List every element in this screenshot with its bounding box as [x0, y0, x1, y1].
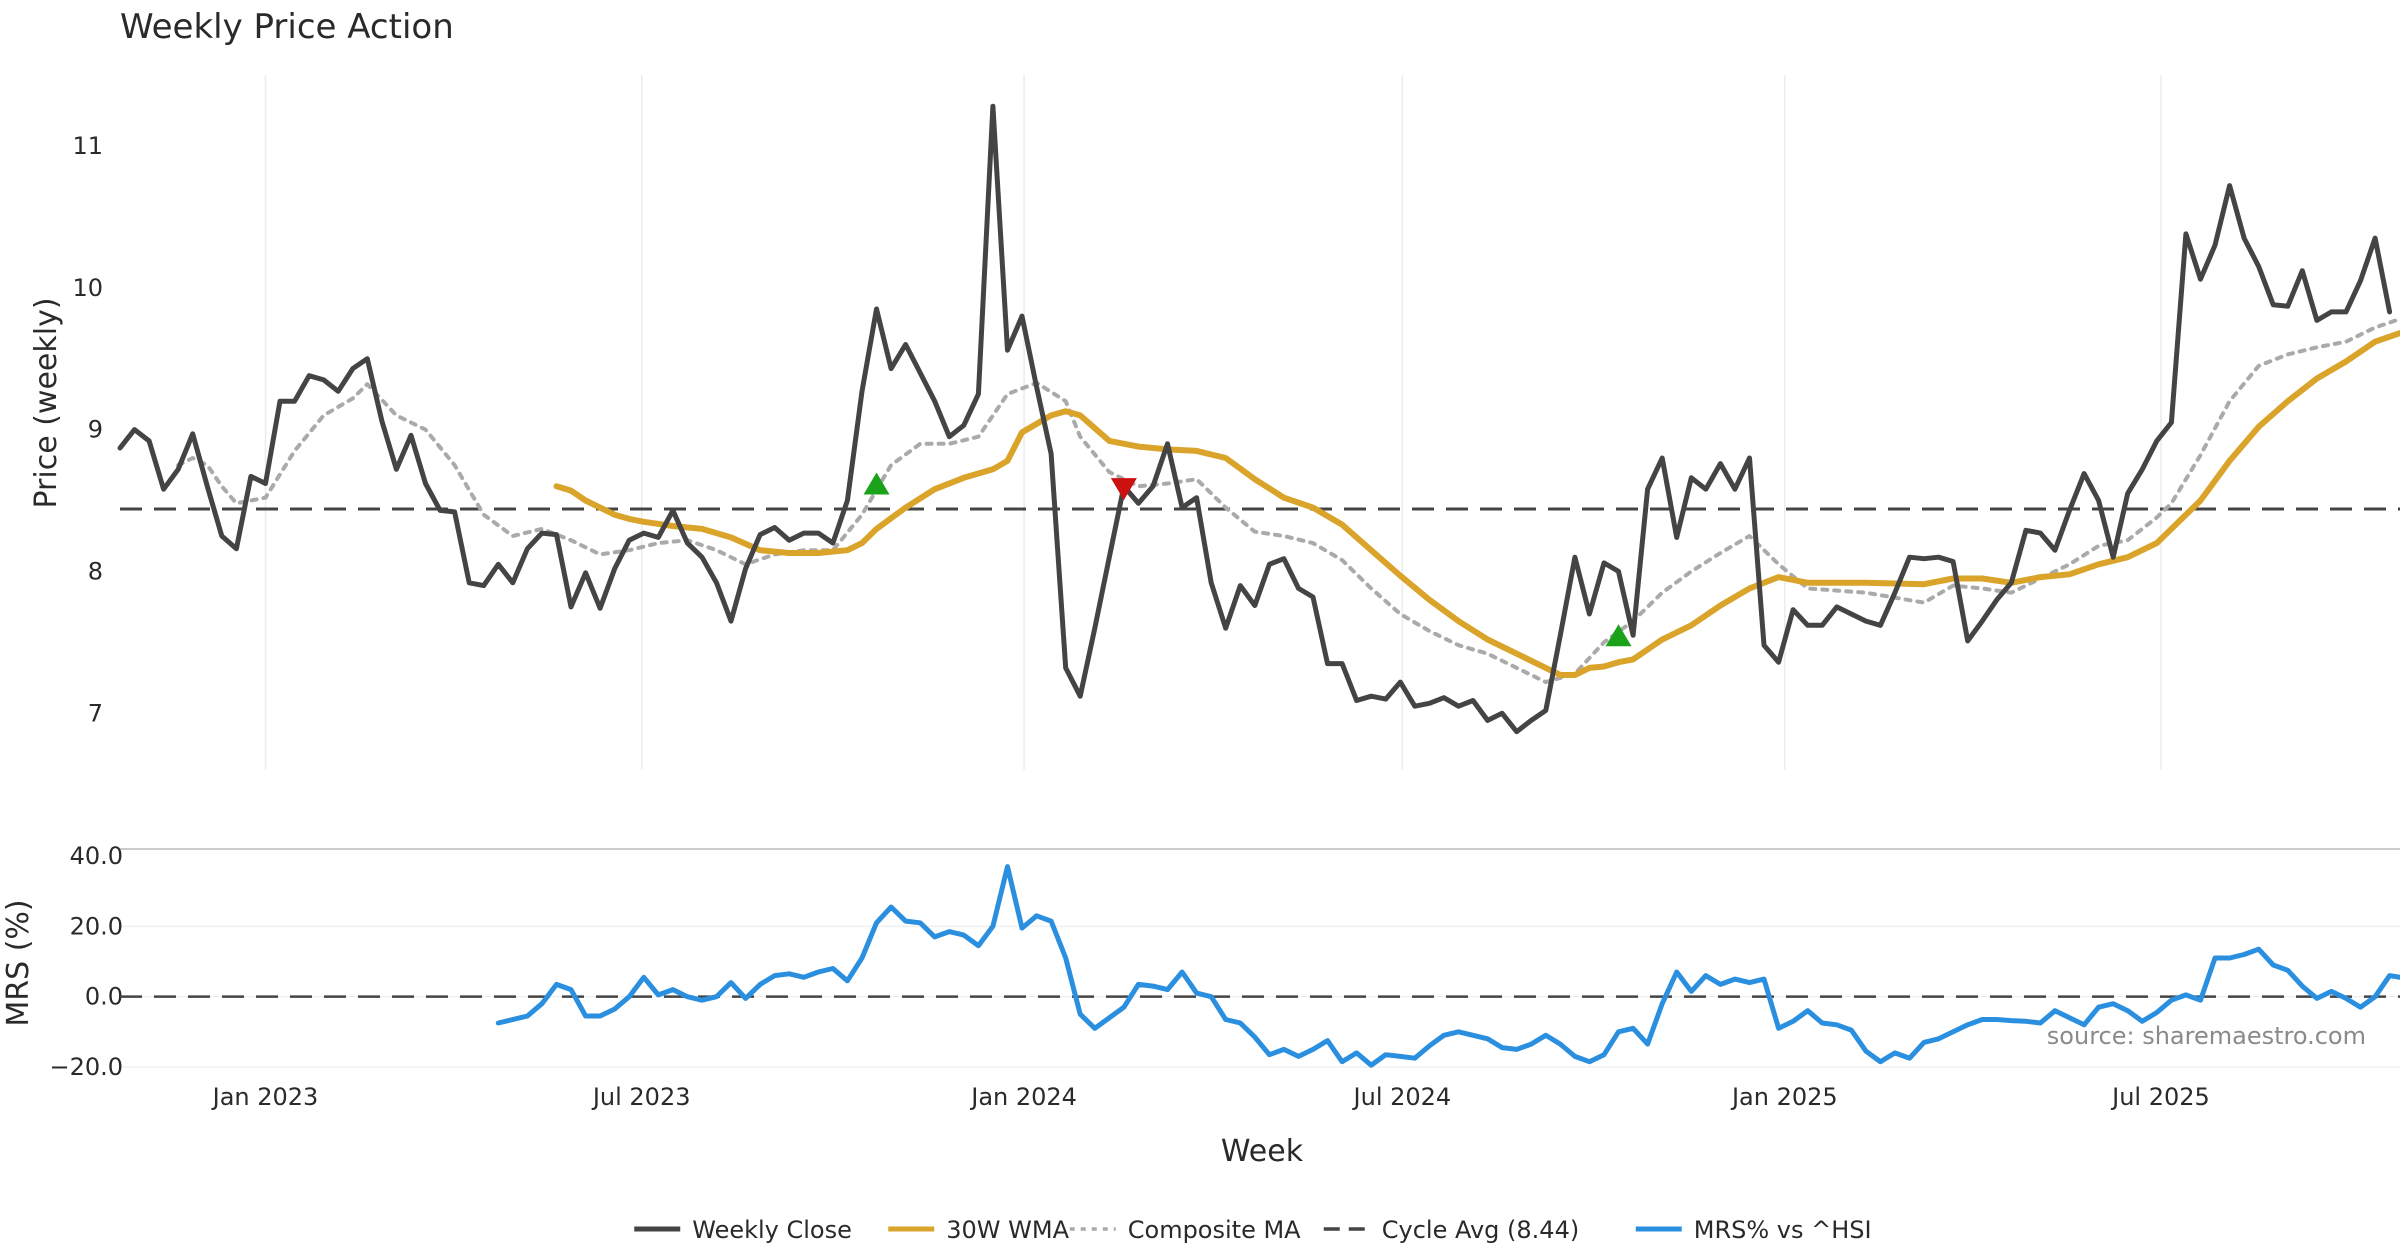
- price-y-ticks: 7 8 9 10 11: [72, 132, 103, 727]
- buy-signal-marker-3: [1605, 624, 1632, 647]
- x-tick-jan-2023: Jan 2023: [211, 1083, 319, 1111]
- mrs-y-tick-neg20: −20.0: [49, 1053, 123, 1081]
- mrs-y-ticks: 40.0 20.0 0.0 −20.0: [49, 842, 123, 1081]
- x-tick-jul-2024: Jul 2024: [1352, 1083, 1452, 1111]
- series-30w-wma: [553, 330, 2400, 678]
- series-mrs-vs-hsi: [495, 864, 2400, 1068]
- legend-label-weekly-close: Weekly Close: [692, 1216, 852, 1244]
- price-y-tick-8: 8: [88, 557, 103, 585]
- x-tick-jul-2025: Jul 2025: [2110, 1083, 2210, 1111]
- signal-markers: [863, 472, 1632, 647]
- source-note: source: sharemaestro.com: [2047, 1022, 2366, 1050]
- price-y-tick-9: 9: [88, 416, 103, 444]
- series-weekly-close: [117, 103, 2393, 735]
- sell-signal-marker-2: [1110, 478, 1137, 501]
- x-tick-jan-2025: Jan 2025: [1730, 1083, 1838, 1111]
- mrs-y-tick-20: 20.0: [70, 912, 123, 940]
- price-y-tick-11: 11: [72, 132, 103, 160]
- chart-legend: Weekly Close 30W WMA Composite MA Cycle Avg…: [634, 1216, 1872, 1244]
- chart-title: Weekly Price Action: [120, 7, 454, 47]
- x-tick-jan-2024: Jan 2024: [969, 1083, 1077, 1111]
- mrs-y-tick-0: 0.0: [85, 983, 123, 1011]
- legend-label-cycle-avg-8-44: Cycle Avg (8.44): [1382, 1216, 1579, 1244]
- price-y-tick-7: 7: [88, 699, 103, 727]
- price-series: [117, 103, 2400, 735]
- x-axis-title: Week: [1221, 1134, 1304, 1169]
- legend-label-composite-ma: Composite MA: [1128, 1216, 1301, 1244]
- legend-label-30w-wma: 30W WMA: [946, 1216, 1069, 1244]
- mrs-y-tick-40: 40.0: [70, 842, 123, 870]
- price-y-tick-10: 10: [72, 274, 103, 302]
- x-axis-ticks: Jan 2023 Jul 2023 Jan 2024 Jul 2024 Jan 2025…: [211, 1083, 2210, 1111]
- buy-signal-marker-1: [863, 472, 890, 495]
- legend-label-mrs-vs-hsi: MRS% vs ^HSI: [1694, 1216, 1872, 1244]
- x-tick-jul-2023: Jul 2023: [591, 1083, 691, 1111]
- mrs-series: [120, 864, 2400, 1068]
- price-y-axis-title: Price (weekly): [29, 297, 64, 508]
- mrs-y-axis-title: MRS (%): [1, 899, 36, 1026]
- price-panel-grid: [264, 75, 2162, 770]
